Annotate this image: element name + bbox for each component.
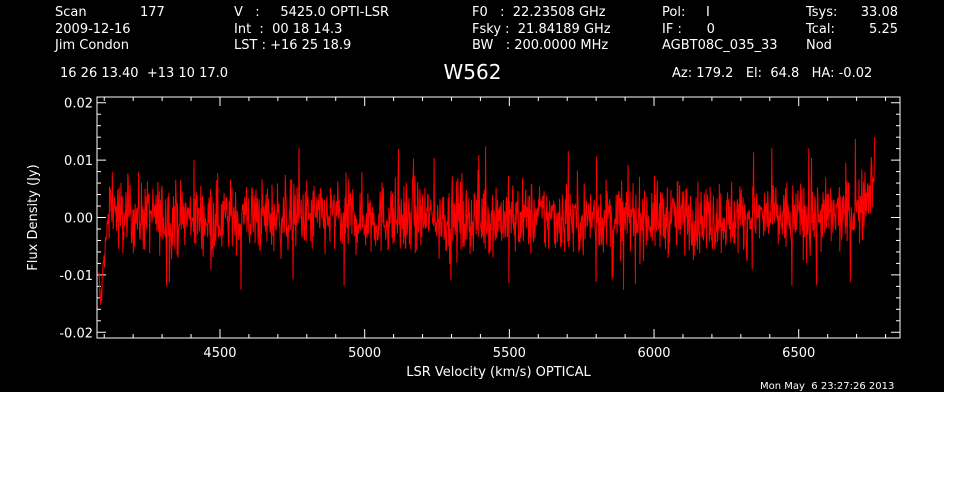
x-tick-label: 5000 xyxy=(348,346,381,361)
x-tick-label: 6500 xyxy=(782,346,815,361)
pointing-info: Az: 179.2 El: 64.8 HA: -0.02 xyxy=(672,66,873,81)
source-position: 16 26 13.40 +13 10 17.0 xyxy=(60,66,229,81)
tcal-value: 5.25 xyxy=(869,22,898,37)
y-tick-label: 0.02 xyxy=(64,97,93,112)
y-axis-label: Flux Density (Jy) xyxy=(26,164,41,270)
spectrum-chart: 4500 5000 5500 6000 6500 -0.02 -0.01 0.00 0.01 0.… xyxy=(26,96,901,380)
project-id: AGBT08C_035_33 xyxy=(662,38,778,53)
observer-name: Jim Condon xyxy=(55,38,129,53)
tsys-value: 33.08 xyxy=(860,5,898,20)
source-title: W562 xyxy=(443,60,502,84)
plot-timestamp: Mon May 6 23:27:26 2013 xyxy=(760,381,895,392)
y-tick-label: -0.01 xyxy=(59,269,93,284)
x-tick-label: 6000 xyxy=(637,346,670,361)
integration-line: Int : 00 18 14.3 xyxy=(234,22,343,37)
tsys-label: Tsys: xyxy=(806,5,838,20)
if-line: IF : 0 xyxy=(662,22,715,37)
y-tick-label: -0.02 xyxy=(59,326,93,341)
observing-mode: Nod xyxy=(806,38,832,53)
lst-line: LST : +16 25 18.9 xyxy=(234,38,352,53)
rest-frequency-line: F0 : 22.23508 GHz xyxy=(472,5,606,20)
x-axis-label: LSR Velocity (km/s) OPTICAL xyxy=(406,365,591,380)
observation-date: 2009-12-16 xyxy=(55,22,131,37)
scan-label: Scan xyxy=(55,5,87,20)
x-tick-label: 5500 xyxy=(493,346,526,361)
y-tick-label: 0.01 xyxy=(64,154,93,169)
bandwidth-line: BW : 200.0000 MHz xyxy=(472,38,609,53)
polarization-line: Pol: I xyxy=(662,5,710,20)
x-tick-label: 4500 xyxy=(203,346,236,361)
scan-value: 177 xyxy=(140,5,165,20)
velocity-line: V : 5425.0 OPTI-LSR xyxy=(234,5,390,20)
sky-frequency-line: Fsky : 21.84189 GHz xyxy=(472,22,611,37)
tcal-label: Tcal: xyxy=(806,22,835,37)
spectrum-line xyxy=(98,137,875,306)
y-tick-label: 0.00 xyxy=(64,212,93,227)
